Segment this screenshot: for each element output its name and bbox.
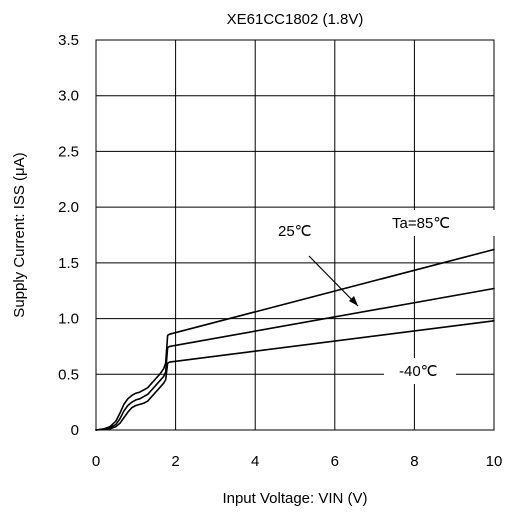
label-background-minus40c: [384, 358, 456, 384]
series-line-minus40c: [95, 320, 495, 431]
annotation-25c: 25℃: [278, 223, 312, 240]
y-tick-label: 3.0: [58, 88, 79, 105]
annotation-arrow-head: [349, 296, 358, 306]
annotation-layer: Ta=85℃ 25℃ -40℃: [272, 210, 496, 384]
x-tick-label: 2: [171, 453, 179, 470]
tick-layer: 0 2 4 6 8 10 0 0.5 1.0 1.5 2.0 2.5 3.0 3.5: [58, 32, 502, 470]
annotation-minus40c: -40℃: [399, 363, 438, 380]
x-tick-label: 0: [92, 453, 100, 470]
x-axis-label: Input Voltage: VIN (V): [222, 490, 367, 507]
y-tick-label: 0: [71, 422, 79, 439]
label-background-ta85: [384, 210, 496, 236]
series-line-25c: [95, 287, 495, 431]
x-tick-label: 4: [251, 453, 259, 470]
x-tick-label: 10: [486, 453, 503, 470]
y-tick-label: 2.5: [58, 143, 79, 160]
series-layer: [95, 248, 495, 431]
y-tick-label: 1.0: [58, 311, 79, 328]
x-tick-label: 6: [331, 453, 339, 470]
series-line-ta85: [95, 248, 495, 431]
x-tick-label: 8: [410, 453, 418, 470]
y-tick-label: 3.5: [58, 32, 79, 49]
chart-title: XE61CC1802 (1.8V): [227, 11, 364, 28]
y-tick-label: 1.5: [58, 255, 79, 272]
annotation-arrow-line: [308, 255, 359, 307]
annotation-ta85: Ta=85℃: [392, 215, 450, 232]
y-tick-label: 2.0: [58, 199, 79, 216]
label-background-25c: [272, 218, 326, 244]
y-tick-label: 0.5: [58, 366, 79, 383]
y-axis-label: Supply Current: ISS (μA): [11, 152, 28, 317]
